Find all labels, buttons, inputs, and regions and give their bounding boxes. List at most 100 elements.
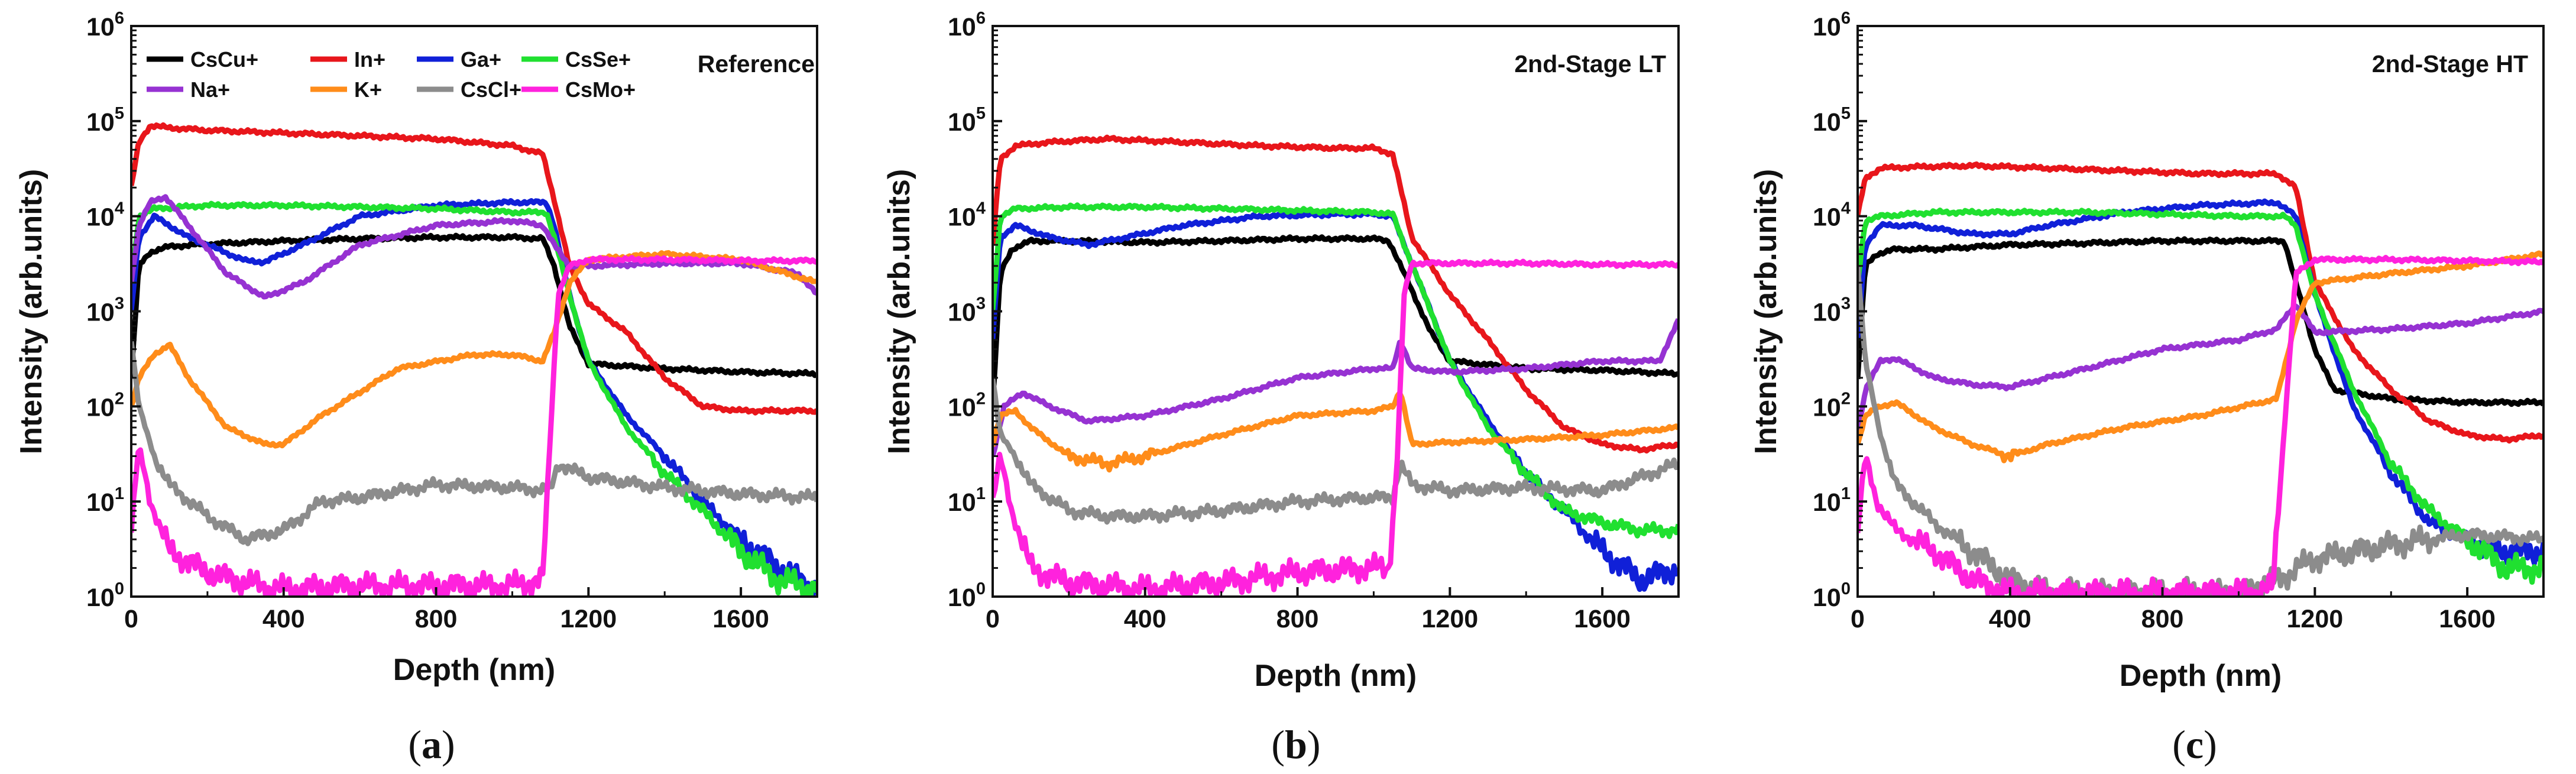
panel-b-xtick-label: 400 <box>1124 605 1167 633</box>
panel-b-xtick-label: 0 <box>986 605 1000 633</box>
panel-c-ytick-label: 106 <box>1813 9 1851 41</box>
legend-label-k: K+ <box>354 77 382 102</box>
panel-b-ytick-label: 103 <box>948 294 986 327</box>
panel-a-series-csse <box>131 200 817 597</box>
panel-a-xtick-label: 1600 <box>712 605 769 633</box>
panel-c-series-k <box>1858 250 2543 464</box>
panel-a-series-cscu <box>131 232 817 378</box>
panel-a-ytick-label: 101 <box>86 484 124 517</box>
panel-a-ytick-label: 106 <box>86 9 124 41</box>
panel-b-caption: (b) <box>1271 722 1320 767</box>
panel-a-series-in <box>131 122 817 416</box>
panel-b-ytick-label: 104 <box>948 199 986 232</box>
panel-b-xtick-label: 800 <box>1276 605 1319 633</box>
legend-item-csmo: CsMo+ <box>521 77 636 102</box>
panel-a-series-cscl <box>131 341 817 546</box>
legend-label-cscl: CsCl+ <box>461 77 521 102</box>
panel-c-xtick-label: 0 <box>1851 605 1865 633</box>
panel-a-title: Reference <box>698 50 815 77</box>
legend-item-csse: CsSe+ <box>521 47 631 72</box>
legend-label-csse: CsSe+ <box>565 47 631 72</box>
panel-b-series-ga <box>993 209 1679 592</box>
legend-label-cscu: CsCu+ <box>190 47 258 72</box>
panel-c-frame <box>1856 25 2545 598</box>
panel-b-xtick-label: 1200 <box>1421 605 1478 633</box>
panel-c-ytick-label: 105 <box>1813 104 1851 137</box>
panel-c-ytick-label: 101 <box>1813 484 1851 517</box>
panel-a-ytick-label: 102 <box>86 389 124 422</box>
legend-item-na: Na+ <box>147 77 230 102</box>
panel-b-ytick-label: 100 <box>948 579 986 612</box>
panel-c-series-in <box>1858 161 2543 444</box>
legend-label-ga: Ga+ <box>461 47 501 72</box>
panel-b-title: 2nd-Stage LT <box>1514 50 1666 77</box>
panel-c-series-csmo <box>1858 255 2543 597</box>
panel-b-xlabel: Depth (nm) <box>1255 659 1417 693</box>
panel-c-series-csse <box>1858 208 2543 585</box>
panel-a-xtick-label: 800 <box>415 605 458 633</box>
legend-item-cscu: CsCu+ <box>147 47 258 72</box>
legend-item-cscl: CsCl+ <box>417 77 521 102</box>
panel-b-ticks: 0 400 800 1200 1600 100 101 102 103 104 105 106 <box>948 9 1631 633</box>
legend-label-csmo: CsMo+ <box>565 77 636 102</box>
panel-b-frame <box>991 25 1680 598</box>
legend-item-in: In+ <box>310 47 385 72</box>
panel-b-ylabel: Intensity (arb.units) <box>882 169 916 454</box>
panel-b-series-csmo <box>993 258 1679 597</box>
panel-b-series-k <box>993 390 1679 473</box>
panel-b-ytick-label: 101 <box>948 484 986 517</box>
panel-a-xtick-label: 400 <box>263 605 305 633</box>
panel-b-series-csse <box>993 202 1679 539</box>
legend-item-k: K+ <box>310 77 382 102</box>
panel-a-ytick-label: 105 <box>86 104 124 137</box>
panel-c-xtick-label: 800 <box>2141 605 2184 633</box>
panel-c-xtick-label: 1200 <box>2286 605 2343 633</box>
panel-b: Intensity (arb.units) Depth (nm) 0 400 800… <box>882 9 1680 767</box>
legend-label-in: In+ <box>354 47 385 72</box>
panel-b-plot-area <box>993 134 1679 597</box>
panel-c-ylabel: Intensity (arb.units) <box>1749 169 1783 454</box>
panel-a-frame <box>130 25 818 598</box>
panel-c-ytick-label: 104 <box>1813 199 1851 232</box>
panel-a-series-k <box>131 250 817 449</box>
panel-a-caption-letter: a <box>422 722 442 767</box>
panel-a-legend: CsCu+ In+ Ga+ CsSe+ Na+ K+ <box>147 47 636 102</box>
panel-c-plot-area <box>1858 161 2543 597</box>
panel-a-ticks: 0 400 800 1200 1600 100 101 102 103 104 105 106 <box>86 9 769 633</box>
panel-a-ytick-label: 100 <box>86 579 124 612</box>
panel-c-ytick-label: 100 <box>1813 579 1851 612</box>
panel-a-caption: (a) <box>408 722 455 767</box>
panel-c-caption-letter: c <box>2186 722 2204 767</box>
panel-c-series-cscl <box>1858 265 2543 597</box>
panel-c-title: 2nd-Stage HT <box>2372 50 2528 77</box>
panel-c-ytick-label: 103 <box>1813 294 1851 327</box>
panel-c-xlabel: Depth (nm) <box>2120 659 2282 693</box>
legend-item-ga: Ga+ <box>417 47 501 72</box>
panel-b-series-na <box>993 318 1679 457</box>
panel-b-series-cscl <box>993 378 1679 525</box>
panel-c: Intensity (arb.units) Depth (nm) 0 400 800… <box>1749 9 2545 767</box>
panel-c-series-cscu <box>1858 236 2543 407</box>
panel-b-ytick-label: 106 <box>948 9 986 41</box>
panel-c-xtick-label: 1600 <box>2439 605 2496 633</box>
panel-b-series-in <box>993 134 1679 454</box>
panel-a-plot-area <box>131 122 817 597</box>
panel-c-series-na <box>1858 302 2543 437</box>
panel-b-caption-letter: b <box>1285 722 1307 767</box>
panel-a-xtick-label: 1200 <box>560 605 617 633</box>
panel-a-xtick-label: 0 <box>124 605 138 633</box>
panel-c-xtick-label: 400 <box>1989 605 2031 633</box>
panel-a-ytick-label: 103 <box>86 294 124 327</box>
panel-b-ytick-label: 105 <box>948 104 986 137</box>
panel-a-xlabel: Depth (nm) <box>393 653 555 687</box>
panel-c-caption: (c) <box>2172 722 2217 767</box>
panel-c-series-ga <box>1858 198 2543 566</box>
panel-b-ytick-label: 102 <box>948 389 986 422</box>
panel-a-ylabel: Intensity (arb.units) <box>14 169 48 454</box>
panel-a: Intensity (arb.units) Depth (nm) 0 400 800… <box>14 9 818 767</box>
legend-label-na: Na+ <box>190 77 230 102</box>
panel-a-ytick-label: 104 <box>86 199 124 232</box>
panel-b-xtick-label: 1600 <box>1574 605 1631 633</box>
panel-c-ytick-label: 102 <box>1813 389 1851 422</box>
